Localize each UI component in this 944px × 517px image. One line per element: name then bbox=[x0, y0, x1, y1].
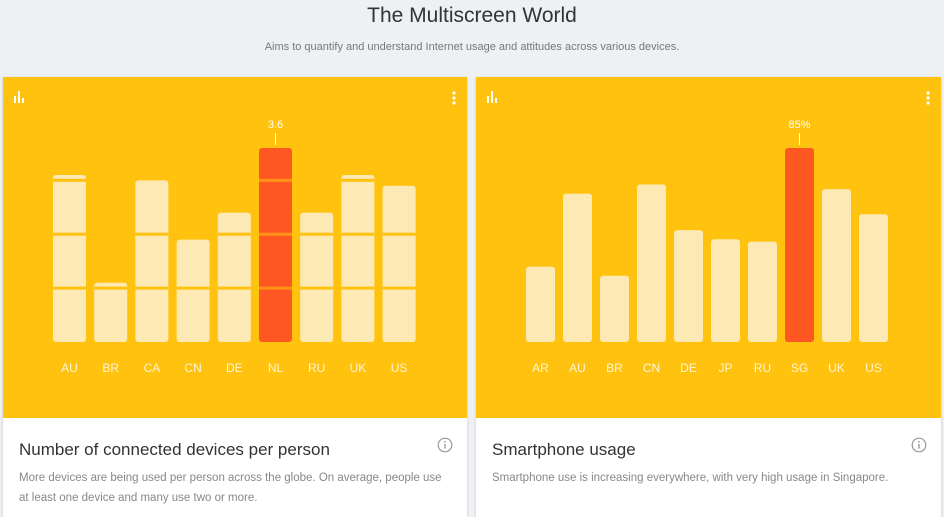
bar-chart-icon[interactable] bbox=[486, 90, 500, 104]
bar-segment-divider bbox=[53, 286, 86, 290]
bar-ca[interactable] bbox=[135, 180, 169, 342]
bar-segment-divider bbox=[259, 232, 292, 236]
bar-segment-divider bbox=[217, 286, 251, 290]
data-label: 85% bbox=[788, 119, 810, 131]
devices-chart-svg: AU BR CA CN DE NL 3.6 RU UK US bbox=[3, 77, 467, 418]
bar-segment-divider bbox=[341, 286, 375, 290]
bar-ru[interactable] bbox=[748, 241, 777, 342]
bar-segment-divider bbox=[217, 232, 251, 236]
devices-card: AU BR CA CN DE NL 3.6 RU UK US Number of connecte… bbox=[3, 77, 467, 517]
bar-au[interactable] bbox=[563, 193, 592, 342]
bar-us[interactable] bbox=[859, 214, 888, 342]
page-subtitle: Aims to quantify and understand Internet… bbox=[264, 41, 680, 53]
x-tick-label: US bbox=[865, 361, 882, 375]
bar-ar[interactable] bbox=[526, 266, 555, 342]
x-tick-label: BR bbox=[606, 361, 623, 375]
bar-segment-divider bbox=[382, 232, 416, 236]
more-vert-icon[interactable] bbox=[925, 90, 931, 106]
bar-nl[interactable] bbox=[259, 148, 292, 342]
x-tick-label: AU bbox=[569, 361, 586, 375]
bar-segment-divider bbox=[53, 232, 86, 236]
x-tick-label: UK bbox=[350, 361, 367, 375]
info-icon[interactable] bbox=[437, 437, 453, 453]
x-tick-label: CA bbox=[144, 361, 161, 375]
bar-cn[interactable] bbox=[176, 239, 210, 342]
bar-segment-divider bbox=[382, 286, 416, 290]
x-tick-label: DE bbox=[680, 361, 697, 375]
bar-sg[interactable] bbox=[785, 148, 814, 342]
devices-card-title: Number of connected devices per person bbox=[19, 440, 330, 459]
x-tick-label: AU bbox=[61, 361, 78, 375]
x-tick-label: DE bbox=[226, 361, 243, 375]
x-tick-label: RU bbox=[308, 361, 325, 375]
x-tick-label: US bbox=[391, 361, 408, 375]
x-tick-label: CN bbox=[643, 361, 660, 375]
bar-segment-divider bbox=[341, 178, 375, 182]
x-tick-label: RU bbox=[754, 361, 771, 375]
bar-uk[interactable] bbox=[341, 174, 375, 342]
bar-segment-divider bbox=[300, 286, 334, 290]
x-tick-label: CN bbox=[184, 361, 201, 375]
smartphone-card: AR AU BR CN DE JP RU SG 85% UK US Smartphone usage… bbox=[476, 77, 941, 517]
page-title: The Multiscreen World bbox=[367, 4, 577, 27]
bar-segment-divider bbox=[53, 178, 86, 182]
bar-segment-divider bbox=[94, 286, 128, 290]
smartphone-card-title: Smartphone usage bbox=[492, 440, 636, 459]
bar-segment-divider bbox=[300, 232, 334, 236]
bar-us[interactable] bbox=[382, 185, 416, 342]
bar-segment-divider bbox=[259, 178, 292, 182]
bar-chart-icon[interactable] bbox=[13, 90, 27, 104]
bar-segment-divider bbox=[135, 286, 169, 290]
bar-jp[interactable] bbox=[711, 239, 740, 342]
x-tick-label: AR bbox=[532, 361, 549, 375]
x-tick-label: NL bbox=[268, 361, 284, 375]
devices-card-description: More devices are being used per person a… bbox=[19, 472, 442, 504]
bar-segment-divider bbox=[176, 286, 210, 290]
bar-uk[interactable] bbox=[822, 189, 851, 342]
x-tick-label: UK bbox=[828, 361, 845, 375]
bar-segment-divider bbox=[135, 232, 169, 236]
bar-au[interactable] bbox=[53, 174, 86, 342]
bar-de[interactable] bbox=[217, 212, 251, 342]
smartphone-chart: AR AU BR CN DE JP RU SG 85% UK US bbox=[476, 77, 941, 418]
bar-ru[interactable] bbox=[300, 212, 334, 342]
x-tick-label: BR bbox=[102, 361, 119, 375]
data-label: 3.6 bbox=[268, 119, 283, 131]
bar-segment-divider bbox=[341, 232, 375, 236]
smartphone-chart-svg: AR AU BR CN DE JP RU SG 85% UK US bbox=[476, 77, 941, 418]
bar-cn[interactable] bbox=[637, 184, 666, 342]
bar-br[interactable] bbox=[600, 275, 629, 342]
x-tick-label: SG bbox=[791, 361, 808, 375]
x-tick-label: JP bbox=[718, 361, 732, 375]
more-vert-icon[interactable] bbox=[451, 90, 457, 106]
smartphone-card-description: Smartphone use is increasing everywhere,… bbox=[492, 472, 889, 484]
devices-chart: AU BR CA CN DE NL 3.6 RU UK US bbox=[3, 77, 467, 418]
bar-br[interactable] bbox=[94, 282, 128, 342]
bar-de[interactable] bbox=[674, 230, 703, 342]
bar-segment-divider bbox=[259, 286, 292, 290]
info-icon[interactable] bbox=[911, 437, 927, 453]
